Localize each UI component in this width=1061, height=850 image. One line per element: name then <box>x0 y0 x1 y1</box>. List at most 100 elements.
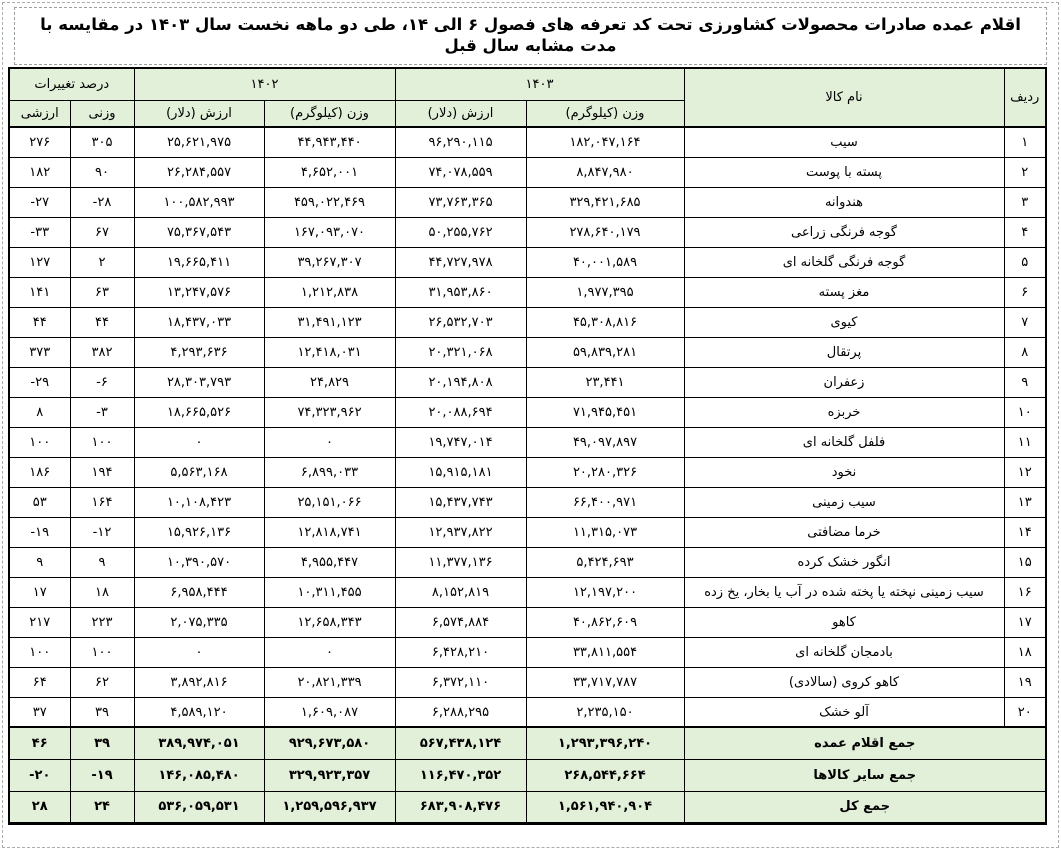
cell-product-name: کاهو <box>683 606 1005 638</box>
cell-weight-1402: ۴,۹۵۵,۴۴۷ <box>263 546 396 578</box>
cell-weight-1402: ۳۱,۴۹۱,۱۲۳ <box>263 306 396 338</box>
cell-weight-1402: ۱,۲۵۹,۵۹۶,۹۳۷ <box>263 790 396 824</box>
cell-row-number: ۱۱ <box>1003 426 1047 458</box>
cell-weight-1402: ۱۰,۳۱۱,۴۵۵ <box>263 576 396 608</box>
header-weight-pct: وزنی <box>69 99 135 128</box>
cell-value-1403: ۵۶۷,۴۳۸,۱۲۴ <box>394 726 527 760</box>
cell-weight-1403: ۱۱,۳۱۵,۰۷۳ <box>525 516 685 548</box>
cell-value-1403: ۱۱,۳۷۷,۱۳۶ <box>394 546 527 578</box>
cell-summary-label: جمع کل <box>683 790 1047 824</box>
cell-weight-1403: ۱,۲۹۳,۳۹۶,۲۴۰ <box>525 726 685 760</box>
cell-product-name: بادمجان گلخانه ای <box>683 636 1005 668</box>
cell-weight-1402: ۰ <box>263 636 396 668</box>
cell-weight-change: ۱۹۴ <box>69 456 135 488</box>
cell-weight-change: ۴۴ <box>69 306 135 338</box>
header-value-pct: ارزشی <box>8 99 71 128</box>
cell-weight-1403: ۳۳,۷۱۷,۷۸۷ <box>525 666 685 698</box>
table-row: ۱۹ کاهو کروی (سالادی) ۳۳,۷۱۷,۷۸۷ ۶,۳۷۲,۱۱۰ ۲… <box>8 666 1047 698</box>
cell-weight-change: -۱۲ <box>69 516 135 548</box>
cell-product-name: نخود <box>683 456 1005 488</box>
cell-value-change: ۴۴ <box>8 306 71 338</box>
cell-weight-1402: ۱۲,۴۱۸,۰۳۱ <box>263 336 396 368</box>
table-row: ۴ گوجه فرنگی زراعی ۲۷۸,۶۴۰,۱۷۹ ۵۰,۲۵۵,۷۶۲ ۱۶… <box>8 216 1047 248</box>
header-row-number: ردیف <box>1003 67 1047 128</box>
table-row: ۱۳ سیب زمینی ۶۶,۴۰۰,۹۷۱ ۱۵,۴۳۷,۷۴۳ ۲۵,۱۵۱,۰۶… <box>8 486 1047 518</box>
table-row: ۱۵ انگور خشک کرده ۵,۴۲۴,۶۹۳ ۱۱,۳۷۷,۱۳۶ ۴,۹۵۵… <box>8 546 1047 578</box>
cell-value-1402: ۱۰,۳۹۰,۵۷۰ <box>133 546 265 578</box>
cell-weight-change: ۶۷ <box>69 216 135 248</box>
summary-row: جمع سایر کالاها ۲۶۸,۵۴۴,۶۶۴ ۱۱۶,۴۷۰,۳۵۲ ۳۲۹… <box>8 758 1047 792</box>
cell-weight-1403: ۲۷۸,۶۴۰,۱۷۹ <box>525 216 685 248</box>
cell-value-1403: ۶۸۳,۹۰۸,۴۷۶ <box>394 790 527 824</box>
cell-product-name: سیب زمینی نپخته یا پخته شده در آب یا بخا… <box>683 576 1005 608</box>
cell-value-1403: ۱۵,۴۳۷,۷۴۳ <box>394 486 527 518</box>
cell-row-number: ۱ <box>1003 126 1047 158</box>
cell-weight-1403: ۱,۹۷۷,۳۹۵ <box>525 276 685 308</box>
cell-value-change: ۸ <box>8 396 71 428</box>
cell-weight-1402: ۱,۶۰۹,۰۸۷ <box>263 696 396 728</box>
table-row: ۸ پرتقال ۵۹,۸۳۹,۲۸۱ ۲۰,۳۲۱,۰۶۸ ۱۲,۴۱۸,۰۳۱ ۴,۲… <box>8 336 1047 368</box>
cell-product-name: کیوی <box>683 306 1005 338</box>
cell-weight-change: ۶۳ <box>69 276 135 308</box>
table-row: ۳ هندوانه ۳۲۹,۴۲۱,۶۸۵ ۷۳,۷۶۳,۳۶۵ ۴۵۹,۰۲۲,۴۶۹… <box>8 186 1047 218</box>
cell-product-name: مغز پسته <box>683 276 1005 308</box>
cell-weight-1402: ۲۵,۱۵۱,۰۶۶ <box>263 486 396 518</box>
cell-weight-1403: ۳۲۹,۴۲۱,۶۸۵ <box>525 186 685 218</box>
cell-value-change: -۲۰ <box>8 758 71 792</box>
table-row: ۲ پسته با پوست ۸,۸۴۷,۹۸۰ ۷۴,۰۷۸,۵۵۹ ۴,۶۵۲,۰۰… <box>8 156 1047 188</box>
header-percent-change: درصد تغییرات <box>8 67 135 101</box>
header-product-name: نام کالا <box>683 67 1005 128</box>
cell-value-1403: ۱۵,۹۱۵,۱۸۱ <box>394 456 527 488</box>
cell-value-1402: ۱۰,۱۰۸,۴۲۳ <box>133 486 265 518</box>
cell-row-number: ۱۷ <box>1003 606 1047 638</box>
cell-weight-change: ۱۰۰ <box>69 636 135 668</box>
cell-weight-change: ۳۰۵ <box>69 126 135 158</box>
cell-value-1402: ۱۳,۲۴۷,۵۷۶ <box>133 276 265 308</box>
cell-weight-change: ۶۲ <box>69 666 135 698</box>
cell-weight-change: ۱۶۴ <box>69 486 135 518</box>
cell-row-number: ۴ <box>1003 216 1047 248</box>
cell-value-change: -۲۹ <box>8 366 71 398</box>
cell-weight-change: ۱۰۰ <box>69 426 135 458</box>
cell-value-change: ۵۳ <box>8 486 71 518</box>
header-year-1402: ۱۴۰۲ <box>133 67 396 101</box>
cell-weight-1402: ۳۲۹,۹۲۳,۳۵۷ <box>263 758 396 792</box>
table-row: ۱۷ کاهو ۴۰,۸۶۲,۶۰۹ ۶,۵۷۴,۸۸۴ ۱۲,۶۵۸,۳۴۳ ۲,۰۷۵… <box>8 606 1047 638</box>
cell-value-1403: ۲۰,۳۲۱,۰۶۸ <box>394 336 527 368</box>
cell-value-change: -۲۷ <box>8 186 71 218</box>
cell-weight-1402: ۷۴,۳۲۳,۹۶۲ <box>263 396 396 428</box>
cell-weight-change: ۹ <box>69 546 135 578</box>
cell-product-name: زعفران <box>683 366 1005 398</box>
header-weight-1402: وزن (کیلوگرم) <box>263 99 396 128</box>
cell-value-1402: ۵۳۶,۰۵۹,۵۳۱ <box>133 790 265 824</box>
cell-weight-change: ۳۹ <box>69 726 135 760</box>
cell-value-change: ۶۴ <box>8 666 71 698</box>
cell-product-name: گوجه فرنگی گلخانه ای <box>683 246 1005 278</box>
table-body: ۱ سیب ۱۸۲,۰۴۷,۱۶۴ ۹۶,۲۹۰,۱۱۵ ۴۴,۹۴۳,۴۴۰ ۲۵,۶۲… <box>8 126 1047 728</box>
cell-value-1402: ۱۰۰,۵۸۲,۹۹۳ <box>133 186 265 218</box>
cell-value-1402: ۵,۵۶۳,۱۶۸ <box>133 456 265 488</box>
cell-value-change: ۱۸۲ <box>8 156 71 188</box>
cell-value-1402: ۲۸,۳۰۳,۷۹۳ <box>133 366 265 398</box>
cell-row-number: ۶ <box>1003 276 1047 308</box>
cell-value-change: ۱۲۷ <box>8 246 71 278</box>
summary-row: جمع کل ۱,۵۶۱,۹۴۰,۹۰۴ ۶۸۳,۹۰۸,۴۷۶ ۱,۲۵۹,۵۹۶,… <box>8 790 1047 824</box>
cell-value-change: ۲۸ <box>8 790 71 824</box>
cell-weight-change: ۲ <box>69 246 135 278</box>
cell-summary-label: جمع سایر کالاها <box>683 758 1047 792</box>
cell-value-1403: ۶,۳۷۲,۱۱۰ <box>394 666 527 698</box>
cell-weight-1403: ۵,۴۲۴,۶۹۳ <box>525 546 685 578</box>
cell-value-1402: ۱۵,۹۲۶,۱۳۶ <box>133 516 265 548</box>
cell-product-name: آلو خشک <box>683 696 1005 728</box>
cell-weight-change: ۲۲۳ <box>69 606 135 638</box>
cell-weight-1402: ۴۵۹,۰۲۲,۴۶۹ <box>263 186 396 218</box>
table-row: ۱۶ سیب زمینی نپخته یا پخته شده در آب یا ب… <box>8 576 1047 608</box>
cell-product-name: انگور خشک کرده <box>683 546 1005 578</box>
cell-value-1403: ۱۹,۷۴۷,۰۱۴ <box>394 426 527 458</box>
cell-value-change: ۹ <box>8 546 71 578</box>
cell-weight-1403: ۱۸۲,۰۴۷,۱۶۴ <box>525 126 685 158</box>
cell-value-1402: ۴,۵۸۹,۱۲۰ <box>133 696 265 728</box>
table-row: ۱۴ خرما مضافتی ۱۱,۳۱۵,۰۷۳ ۱۲,۹۳۷,۸۲۲ ۱۲,۸۱۸,… <box>8 516 1047 548</box>
cell-value-1402: ۲,۰۷۵,۳۳۵ <box>133 606 265 638</box>
